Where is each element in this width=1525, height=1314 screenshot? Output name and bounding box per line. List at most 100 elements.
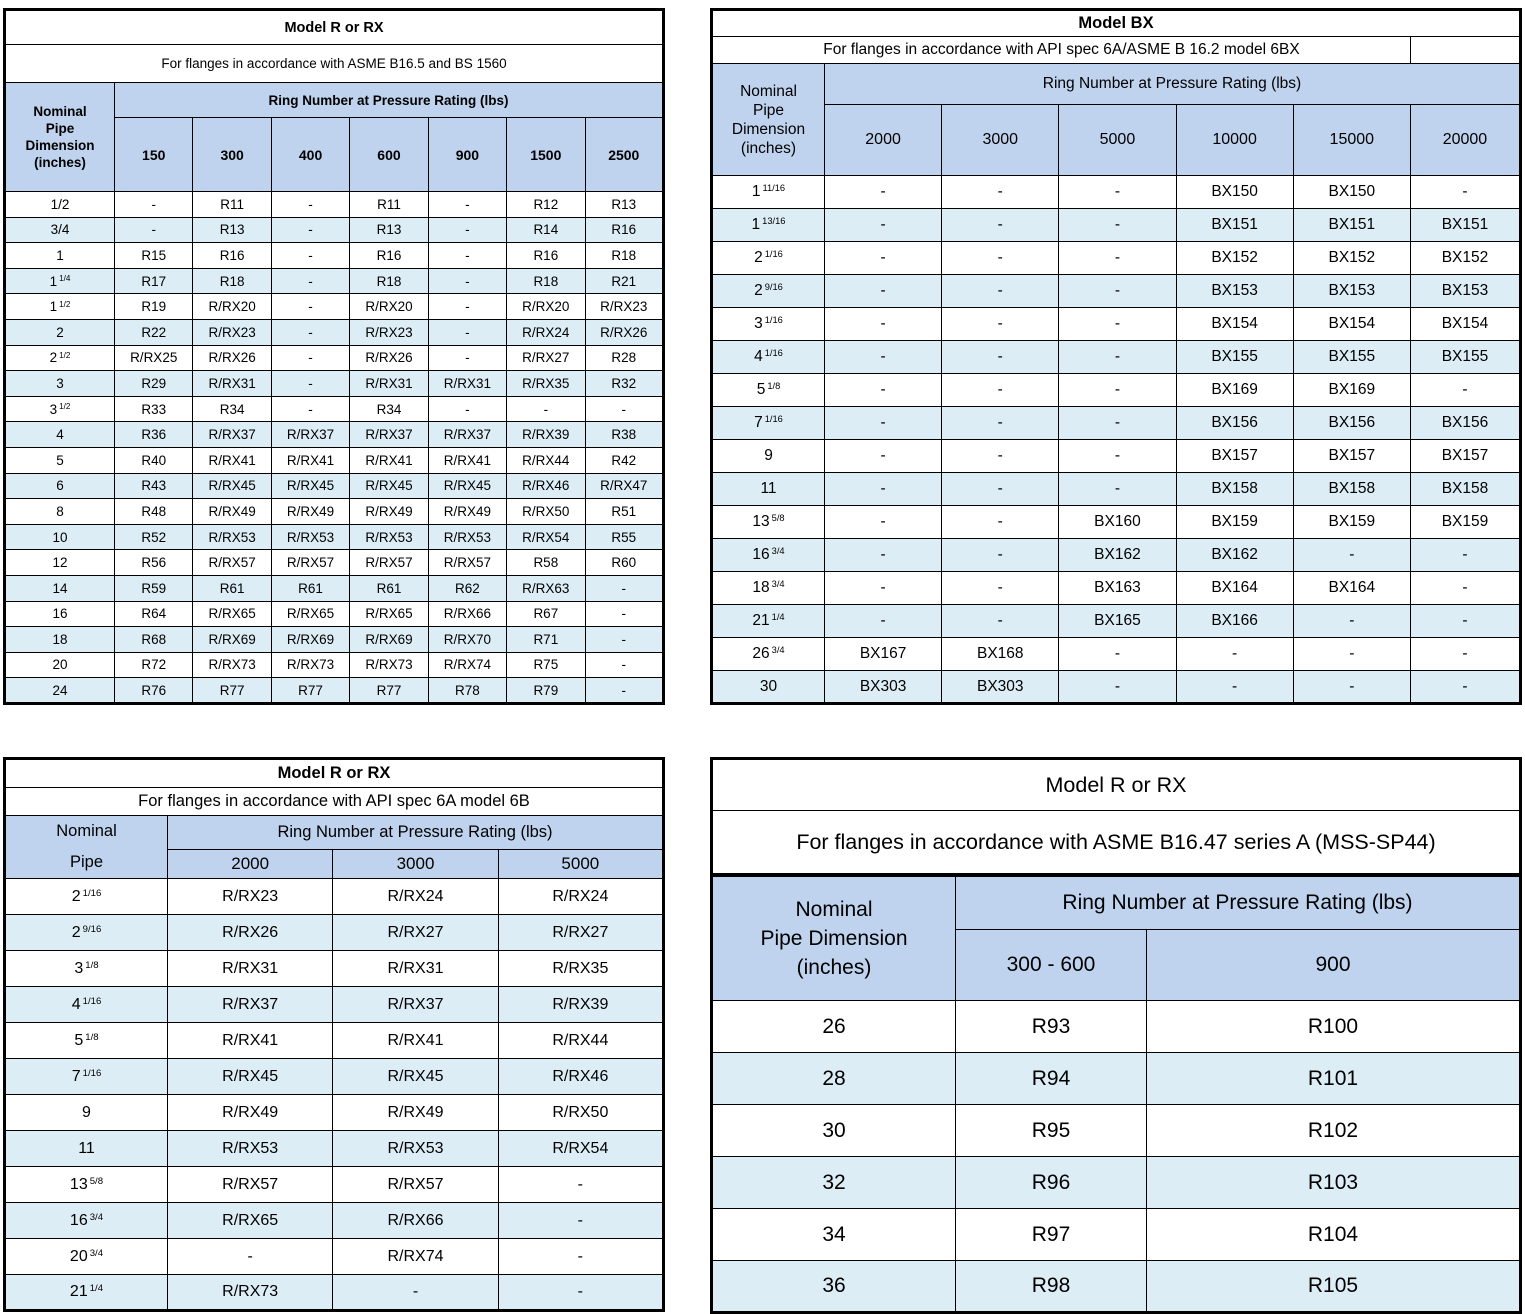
ring-number-cell: - [1409,571,1522,605]
pipe-size-cell: 5 1/8 [4,1022,168,1059]
ring-number-cell: - [941,340,1060,374]
ring-number-cell: - [113,191,194,218]
pipe-size-cell: 12 [4,549,115,576]
ring-number-cell: - [584,626,665,653]
pipe-size-cell: 7 1/16 [711,406,825,440]
pipe-size-cell: 28 [711,1052,956,1105]
ring-number-cell: R/RX46 [497,1058,665,1095]
ring-number-cell: R102 [1146,1104,1521,1157]
pipe-size-cell: 3 1/16 [711,307,825,341]
ring-number-cell: BX152 [1292,241,1411,275]
table-title: Model R or RX [711,758,1521,811]
table-row: 2 R22 R/RX23- R/RX23- R/RX24 R/RX26 [4,318,665,346]
ring-number-cell: BX154 [1175,307,1294,341]
ring-number-cell: R/RX69 [270,626,351,653]
ring-number-cell: BX156 [1292,406,1411,440]
ring-number-cell: R/RX39 [506,421,586,448]
ring-number-cell: R/RX27 [332,914,499,951]
ring-number-cell: BX153 [1292,274,1411,308]
ring-number-cell: R/RX37 [332,986,499,1023]
ring-number-cell: - [941,208,1060,242]
ring-number-cell: R/RX50 [497,1094,665,1131]
pipe-header-lines: Nominal Pipe [6,817,167,878]
pipe-size-cell: 10 [4,523,115,551]
ring-number-cell: R18 [506,267,586,295]
ring-number-cell: BX158 [1175,472,1294,506]
table-row: 1 1/2 R19 R/RX20- R/RX20- R/RX20 R/RX23 [4,293,665,320]
table-row: 11- - - BX158 BX158 BX158 [711,472,1522,506]
ring-number-cell: - [941,406,1060,440]
ring-number-cell: R79 [506,677,586,704]
ring-number-cell: - [332,1274,499,1311]
ring-number-cell: R60 [584,549,665,576]
ring-number-cell: - [427,267,508,295]
pipe-size-cell: 3 [4,370,115,397]
fraction: 1/8 [85,959,99,971]
ring-number-cell: R/RX26 [584,318,665,346]
ring-number-cell: BX155 [1409,340,1522,374]
ring-number-cell: R16 [349,242,429,269]
pipe-size-cell: 2 9/16 [711,274,825,308]
ring-number-cell: R/RX53 [270,523,351,551]
pipe-size-cell: 1 [4,242,115,269]
api-6b-table: Model R or RX For flanges in accordance … [3,757,665,1312]
ring-number-cell: - [823,505,943,539]
pipe-size-cell: 5 [4,446,115,474]
ring-number-cell: R32 [584,370,665,397]
ring-number-cell: - [1058,439,1177,473]
ring-number-cell: - [941,538,1060,572]
table-row: 1 13/16- - - BX151 BX151 BX151 [711,208,1522,242]
ring-number-cell: R56 [113,549,194,576]
ring-number-cell: BX158 [1409,472,1522,506]
ring-number-cell: - [823,472,943,506]
ring-number-cell: R33 [113,395,194,423]
ring-number-cell: BX158 [1292,472,1411,506]
table-row: 5 R40 R/RX41 R/RX41 R/RX41 R/RX41 R/RX44 R42 [4,446,665,474]
fraction: 1/16 [764,315,783,326]
ring-number-cell: R61 [270,574,351,602]
fraction: 3/4 [89,1247,104,1259]
table-row: 4 1/16 R/RX37 R/RX37 R/RX39 [4,986,665,1023]
ring-number-cell: R67 [506,600,586,628]
ring-number-cell: R/RX65 [349,600,429,628]
fraction: 1/2 [59,299,71,309]
ring-number-cell: R/RX66 [332,1202,499,1239]
ring-number-cell: - [270,242,351,269]
table-subtitle: For flanges in accordance with ASME B16.… [711,810,1521,877]
ring-number-cell: R/RX74 [332,1238,499,1275]
table-row: 3 1/2 R33 R34- R34- - - [4,395,665,423]
pressure-header: 2500 [584,117,665,192]
pipe-size-cell: 13 5/8 [711,505,825,539]
ring-number-cell: R/RX73 [270,651,351,679]
ring-number-cell: R95 [955,1104,1147,1157]
table-row: 20 3/4- R/RX74- [4,1238,665,1275]
pipe-size-cell: 20 [4,651,115,679]
ring-number-cell: R/RX53 [332,1130,499,1167]
ring-number-cell: - [166,1238,334,1275]
ring-number-cell: BX150 [1175,175,1294,209]
pipe-header-line: Nominal [740,82,797,100]
pipe-size-cell: 3 1/8 [4,950,168,987]
ring-number-cell: - [270,191,351,218]
fraction: 1/2 [59,402,71,412]
table-row: 26 R93 R100 [711,1000,1521,1053]
pipe-size-cell: 2 1/16 [711,241,825,275]
ring-number-cell: BX151 [1175,208,1294,242]
ring-number-cell: R71 [506,626,586,653]
fraction: 9/16 [82,923,102,935]
api-6bx-table: Model BX For flanges in accordance with … [710,8,1522,705]
table-row: 2 1/2 R/RX25 R/RX26- R/RX26- R/RX27 R28 [4,344,665,372]
pipe-size-cell: 18 3/4 [711,571,825,605]
ring-number-cell: - [427,344,508,372]
table-row: 5 1/8 R/RX41 R/RX41 R/RX44 [4,1022,665,1059]
ring-number-cell: R/RX37 [427,421,508,448]
ring-number-cell: R/RX57 [270,549,351,576]
table-row: 6 R43 R/RX45 R/RX45 R/RX45 R/RX45 R/RX46 R/RX47 [4,472,665,500]
pipe-size-cell: 16 [4,600,115,628]
table-row: 13 5/8 R/RX57 R/RX57- [4,1166,665,1203]
ring-number-cell: R/RX74 [427,651,508,679]
ring-number-cell: BX165 [1058,604,1177,638]
ring-number-cell: R/RX26 [349,344,429,372]
table-row: 12 R56 R/RX57 R/RX57 R/RX57 R/RX57 R58 R60 [4,549,665,576]
fraction: 1/4 [59,274,71,284]
